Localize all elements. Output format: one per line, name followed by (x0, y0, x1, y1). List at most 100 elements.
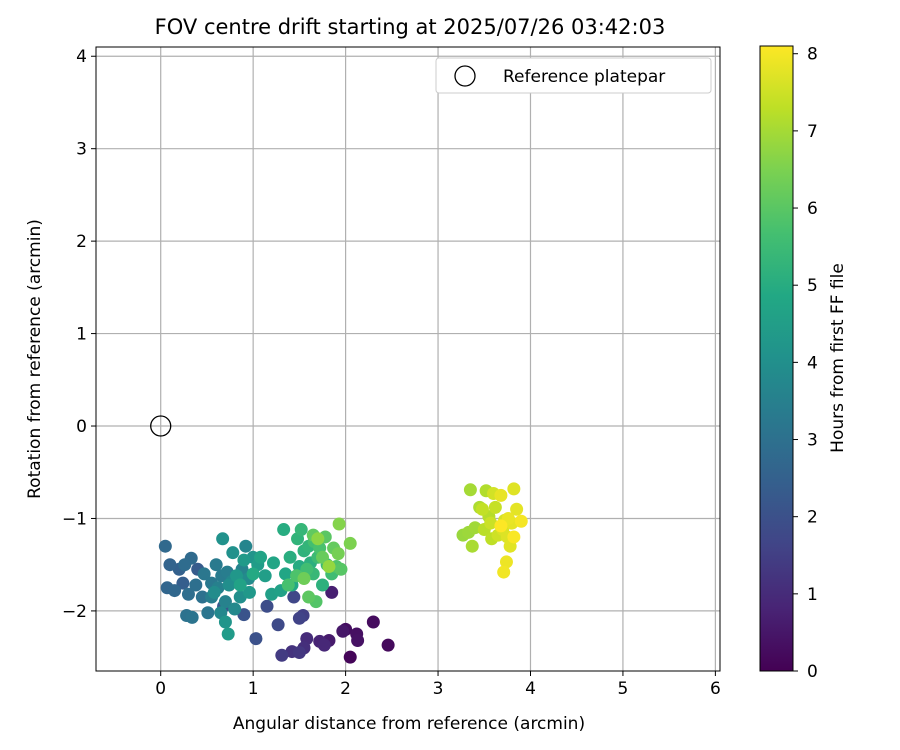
data-point (218, 595, 232, 609)
data-point (185, 610, 199, 624)
data-point (158, 539, 172, 553)
colorbar-tick-label: 6 (807, 199, 818, 219)
legend-reference-marker (454, 65, 476, 87)
y-axis-label: Rotation from reference (arcmin) (25, 219, 45, 499)
x-tick-label: 3 (433, 679, 444, 699)
data-point (195, 590, 209, 604)
data-point (201, 606, 215, 620)
data-point (239, 539, 253, 553)
data-point (197, 567, 211, 581)
data-point (302, 590, 316, 604)
grid (96, 47, 720, 671)
x-tick-label: 5 (618, 679, 629, 699)
data-point (294, 523, 308, 537)
x-tick-label: 0 (155, 679, 166, 699)
data-point (497, 565, 511, 579)
y-ticks: −2 −1 0 1 2 3 4 (62, 47, 96, 622)
y-tick-label: −1 (62, 509, 87, 529)
x-tick-label: 6 (710, 679, 721, 699)
data-point (292, 611, 306, 625)
data-point (343, 650, 357, 664)
data-point (331, 547, 345, 561)
x-tick-label: 1 (248, 679, 259, 699)
data-point (246, 567, 260, 581)
data-point (325, 585, 339, 599)
x-ticks: 0 1 2 3 4 5 6 (155, 671, 721, 699)
data-point (275, 648, 289, 662)
x-tick-label: 2 (340, 679, 351, 699)
data-point (271, 618, 285, 632)
data-point (311, 532, 325, 546)
data-point (279, 567, 293, 581)
data-point (237, 553, 251, 567)
colorbar-tick-label: 4 (807, 353, 818, 373)
data-point (226, 546, 240, 560)
colorbar-tick-label: 3 (807, 431, 818, 451)
data-point (465, 539, 479, 553)
reference-marker (150, 415, 172, 437)
data-point (242, 585, 256, 599)
plot-frame (95, 46, 721, 672)
data-point (249, 632, 263, 646)
data-point (221, 627, 235, 641)
data-point (315, 578, 329, 592)
colorbar-tick-label: 1 (807, 585, 818, 605)
data-point (178, 558, 192, 572)
y-tick-label: 3 (76, 140, 87, 160)
data-point (499, 555, 513, 569)
data-point (168, 584, 182, 598)
data-point (514, 514, 528, 528)
scatter-points (158, 482, 528, 664)
y-tick-label: 2 (76, 232, 87, 252)
legend-entry-reference: Reference platepar (503, 67, 665, 87)
data-point (381, 638, 395, 652)
colorbar-tick-label: 0 (807, 662, 818, 682)
legend-box (435, 57, 712, 94)
colorbar-tick-label: 8 (807, 45, 818, 65)
data-point (463, 483, 477, 497)
data-point (475, 502, 489, 516)
data-point (287, 590, 301, 604)
colorbar-ticks: 0 1 2 3 4 5 6 7 8 (793, 45, 818, 682)
chart-title: FOV centre drift starting at 2025/07/26 … (155, 15, 666, 39)
data-point (332, 517, 346, 531)
data-point (281, 578, 295, 592)
data-point (317, 638, 331, 652)
data-point (254, 550, 268, 564)
data-point (343, 536, 357, 550)
data-point (216, 532, 230, 546)
data-point (222, 578, 236, 592)
data-point (494, 488, 508, 502)
data-point (283, 550, 297, 564)
data-point (258, 569, 272, 583)
data-point (336, 624, 350, 638)
y-tick-label: 0 (76, 417, 87, 437)
data-point (334, 562, 348, 576)
y-tick-label: 4 (76, 47, 87, 67)
data-point (233, 578, 247, 592)
data-point (510, 502, 524, 516)
data-point (322, 560, 336, 574)
data-point (207, 585, 221, 599)
data-point (218, 615, 232, 629)
y-tick-label: −2 (62, 602, 87, 622)
colorbar-tick-label: 2 (807, 508, 818, 528)
data-point (260, 599, 274, 613)
colorbar (759, 45, 794, 672)
colorbar-label: Hours from first FF file (828, 263, 848, 453)
data-point (297, 572, 311, 586)
data-point (507, 482, 521, 496)
data-point (292, 646, 306, 660)
x-axis-label: Angular distance from reference (arcmin) (233, 714, 585, 734)
data-point (209, 558, 223, 572)
data-point (488, 500, 502, 514)
colorbar-tick-label: 7 (807, 122, 818, 142)
data-point (163, 558, 177, 572)
x-tick-label: 4 (525, 679, 536, 699)
data-point (266, 556, 280, 570)
data-point (228, 602, 242, 616)
data-point (315, 550, 329, 564)
data-point (181, 587, 195, 601)
data-point (507, 530, 521, 544)
